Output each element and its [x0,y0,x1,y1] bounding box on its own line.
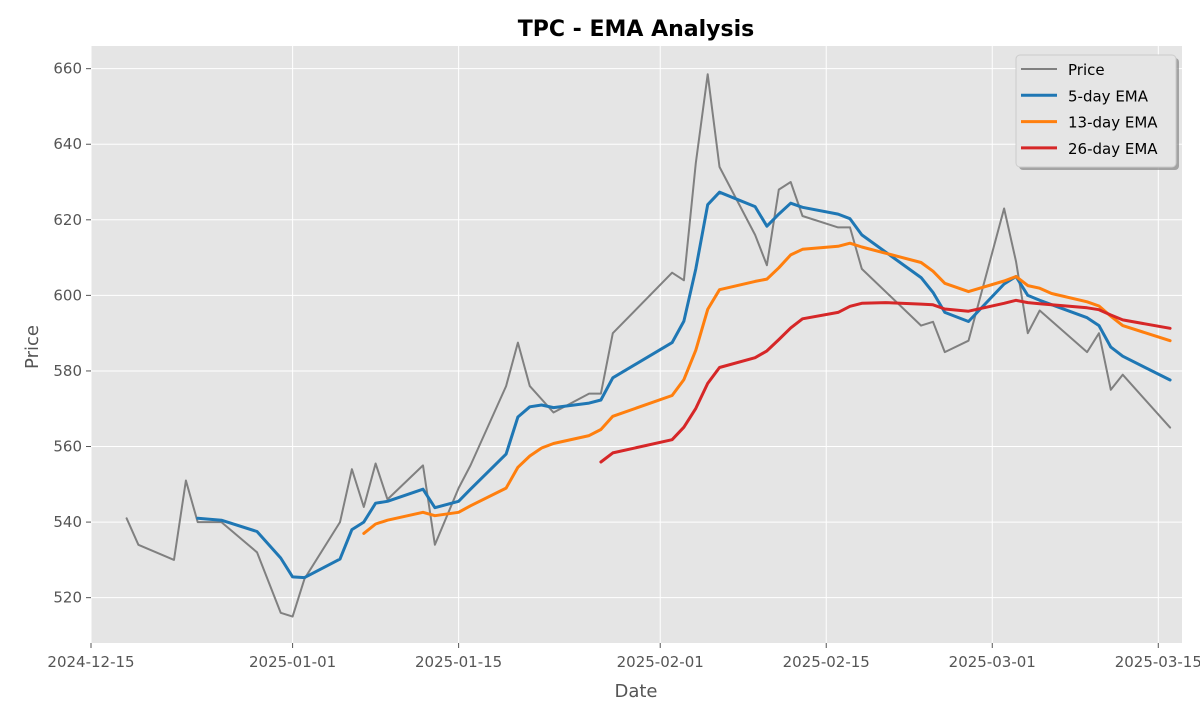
x-tick-label: 2025-02-01 [617,653,704,671]
y-axis-ticks: 520 540 560 580 600 620 640 660 [53,60,91,607]
y-axis-label: Price [22,325,43,369]
chart-title: TPC - EMA Analysis [518,17,754,42]
legend-label-26-day-ema: 26-day EMA [1068,140,1158,158]
price-line [125,73,1172,618]
x-tick-label: 2024-12-15 [47,653,134,671]
grid-lines [90,46,1182,643]
legend-label-5-day-ema: 5-day EMA [1068,87,1149,105]
13-day-ema-line [362,241,1172,535]
y-tick-label: 600 [53,286,82,304]
plot-area [91,46,1182,643]
y-tick-label: 580 [53,362,82,380]
y-tick-label: 560 [53,438,82,456]
series-lines [125,73,1172,618]
x-tick-label: 2025-03-01 [949,653,1036,671]
5-day-ema-line [196,190,1172,580]
y-tick-label: 540 [53,513,82,531]
legend-label-13-day-ema: 13-day EMA [1068,114,1158,132]
x-tick-label: 2025-01-15 [415,653,502,671]
y-tick-label: 620 [53,211,82,229]
x-tick-label: 2025-01-01 [249,653,336,671]
26-day-ema-line [599,298,1172,464]
x-tick-label: 2025-02-15 [783,653,870,671]
legend: Price 5-day EMA 13-day EMA 26-day EMA [1015,54,1179,170]
x-axis-label: Date [614,681,657,702]
legend-label-price: Price [1068,61,1105,79]
y-tick-label: 660 [53,60,82,78]
x-axis-ticks: 2024-12-15 2025-01-01 2025-01-15 2025-02-01… [47,643,1200,671]
legend-box [1015,54,1177,168]
x-tick-label: 2025-03-15 [1115,653,1200,671]
y-tick-label: 520 [53,589,82,607]
y-tick-label: 640 [53,135,82,153]
